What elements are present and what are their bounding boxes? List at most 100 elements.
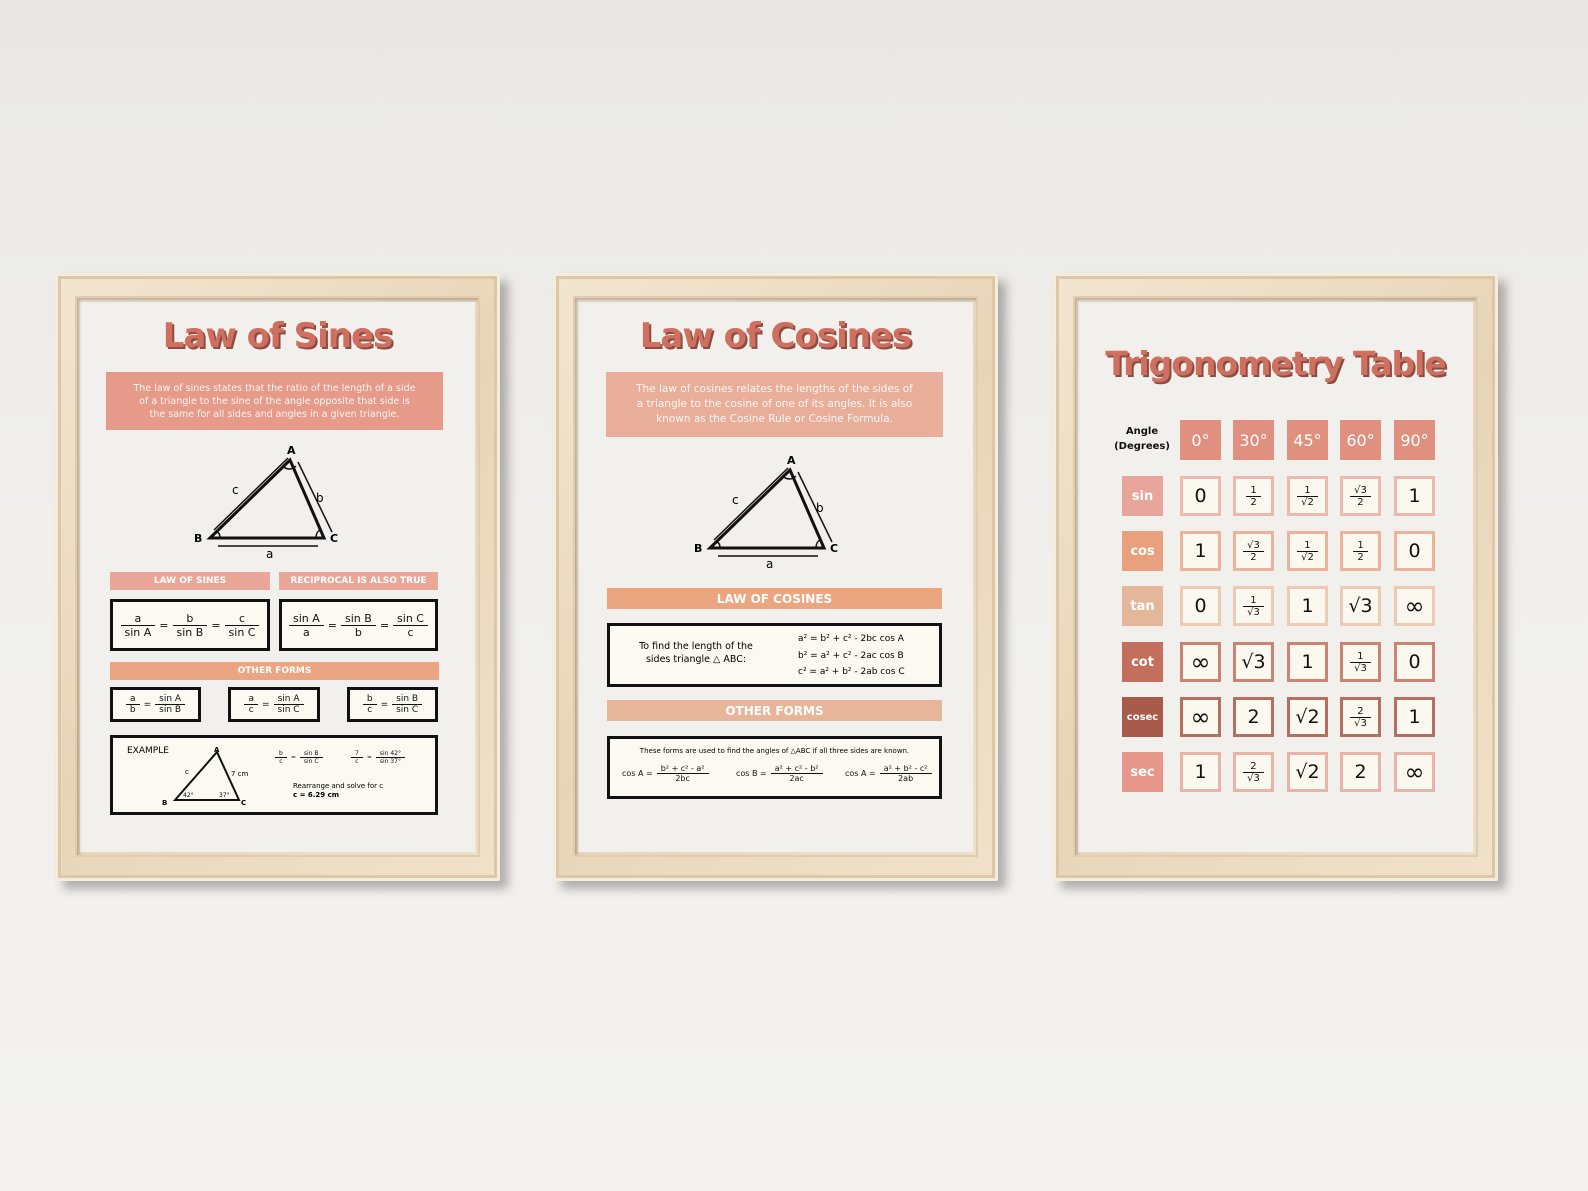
numerator: sin A xyxy=(273,694,304,705)
reciprocal-header: RECIPROCAL IS ALSO TRUE xyxy=(279,572,438,590)
law-of-cosines-box: To find the length of the sides triangle… xyxy=(607,623,942,687)
denominator: sin B xyxy=(159,705,182,715)
denominator: sin C xyxy=(277,705,300,715)
side-label-b: b xyxy=(816,501,824,515)
row-label-tan: tan xyxy=(1122,586,1163,626)
denominator: √2 xyxy=(1301,496,1314,508)
row-label-cos: cos xyxy=(1122,531,1163,571)
example-instruction: Rearrange and solve for c xyxy=(293,782,384,790)
table-cell: 1 xyxy=(1180,752,1221,792)
formula-text: cos A = xyxy=(845,769,876,778)
equation-b: b² = a² + c² - 2ac cos B xyxy=(798,650,904,661)
denominator: sin C xyxy=(228,625,256,639)
law-of-cosines-header: LAW OF COSINES xyxy=(607,588,942,609)
table-cell: 2 √3 xyxy=(1340,697,1381,737)
numerator: 1 xyxy=(1350,651,1371,663)
side-label-c: c xyxy=(732,493,739,507)
numerator: b xyxy=(275,750,287,758)
law-of-sines-header: LAW OF SINES xyxy=(110,572,270,590)
formula-text: = xyxy=(290,754,296,761)
side-label-c: c xyxy=(232,483,239,497)
formula-text: √2 xyxy=(1295,706,1320,728)
poster-law-of-cosines: Law of Cosines The law of cosines relate… xyxy=(578,302,973,852)
formula-text: 0 xyxy=(1194,595,1207,617)
numerator: a² + b² - c² xyxy=(879,764,932,774)
table-cell: 2 xyxy=(1233,697,1274,737)
cos-c-form: cos A = a² + b² - c² 2ab xyxy=(843,764,934,783)
table-cell: 1 xyxy=(1287,642,1328,682)
formula-text: = xyxy=(261,699,270,710)
side-label-b: b xyxy=(316,491,324,505)
formula-text: ∞ xyxy=(1404,592,1425,620)
poster-title: Law of Cosines xyxy=(639,316,913,356)
table-cell: 0 xyxy=(1394,531,1435,571)
numerator: sin A xyxy=(289,612,324,626)
law-of-sines-formula: a sin A = b sin B = c sin C xyxy=(110,599,270,651)
vertex-label-b: B xyxy=(694,542,702,555)
numerator: c xyxy=(224,612,260,626)
formula-text: cos A = xyxy=(622,769,653,778)
fraction: √3 2 xyxy=(1350,485,1371,508)
fraction: 2 √3 xyxy=(1350,706,1371,729)
vertex-label-a: A xyxy=(287,444,296,457)
denominator: c xyxy=(367,705,373,715)
diagram-label: 7 cm xyxy=(231,770,249,778)
formula-text: 2 xyxy=(1247,706,1260,728)
formula-text: 1 xyxy=(1408,706,1421,728)
formula-text: 1 xyxy=(1408,485,1421,507)
denominator: c xyxy=(279,758,283,765)
other-forms-box: These forms are used to find the angles … xyxy=(607,736,942,799)
denominator: 2 xyxy=(1250,496,1257,508)
angle-header-2: 45° xyxy=(1287,420,1328,460)
numerator: sin A xyxy=(155,694,186,705)
diagram-label: c xyxy=(185,768,189,776)
denominator: 2ab xyxy=(898,774,914,783)
other-forms-header: OTHER FORMS xyxy=(607,700,942,721)
angle-header-4: 90° xyxy=(1394,420,1435,460)
formula-text: = xyxy=(211,618,221,632)
other-forms-note: These forms are used to find the angles … xyxy=(639,747,910,755)
numerator: sin B xyxy=(341,612,376,626)
denominator: √3 xyxy=(1354,717,1367,729)
cos-a-form: cos A = b² + c² - a² 2bc xyxy=(620,764,711,783)
poster-title: Trigonometry Table xyxy=(1105,344,1447,383)
numerator: 1 xyxy=(1353,540,1368,552)
table-cell: 1 √2 xyxy=(1287,476,1328,516)
other-forms-header: OTHER FORMS xyxy=(110,662,439,680)
frame-trigonometry-table: Trigonometry Table Angle (Degrees) 0° 30°… xyxy=(1053,273,1498,881)
formula-text: ∞ xyxy=(1190,703,1211,731)
table-cell: 1 √3 xyxy=(1340,642,1381,682)
angle-header-3: 60° xyxy=(1340,420,1381,460)
example-label: EXAMPLE xyxy=(127,746,169,756)
table-cell: 1 xyxy=(1394,697,1435,737)
numerator: sin 42° xyxy=(375,750,405,758)
denominator: sin C xyxy=(396,705,419,715)
table-cell: √3 xyxy=(1233,642,1274,682)
denominator: √3 xyxy=(1354,662,1367,674)
numerator: b xyxy=(362,694,377,705)
fraction: a² + c² - b² 2ac xyxy=(770,764,823,783)
formula-text: = xyxy=(143,699,152,710)
table-cell: 1 √2 xyxy=(1287,531,1328,571)
row-label-cot: cot xyxy=(1122,642,1163,682)
formula-text: ∞ xyxy=(1404,758,1425,786)
fraction: √3 2 xyxy=(1243,540,1264,563)
cos-b-form: cos B = a² + c² - b² 2ac xyxy=(734,764,825,783)
numerator: 1 xyxy=(1297,540,1318,552)
vertex-label-c: C xyxy=(330,532,338,545)
denominator: 2bc xyxy=(675,774,690,783)
numerator: b² + c² - a² xyxy=(656,764,709,774)
